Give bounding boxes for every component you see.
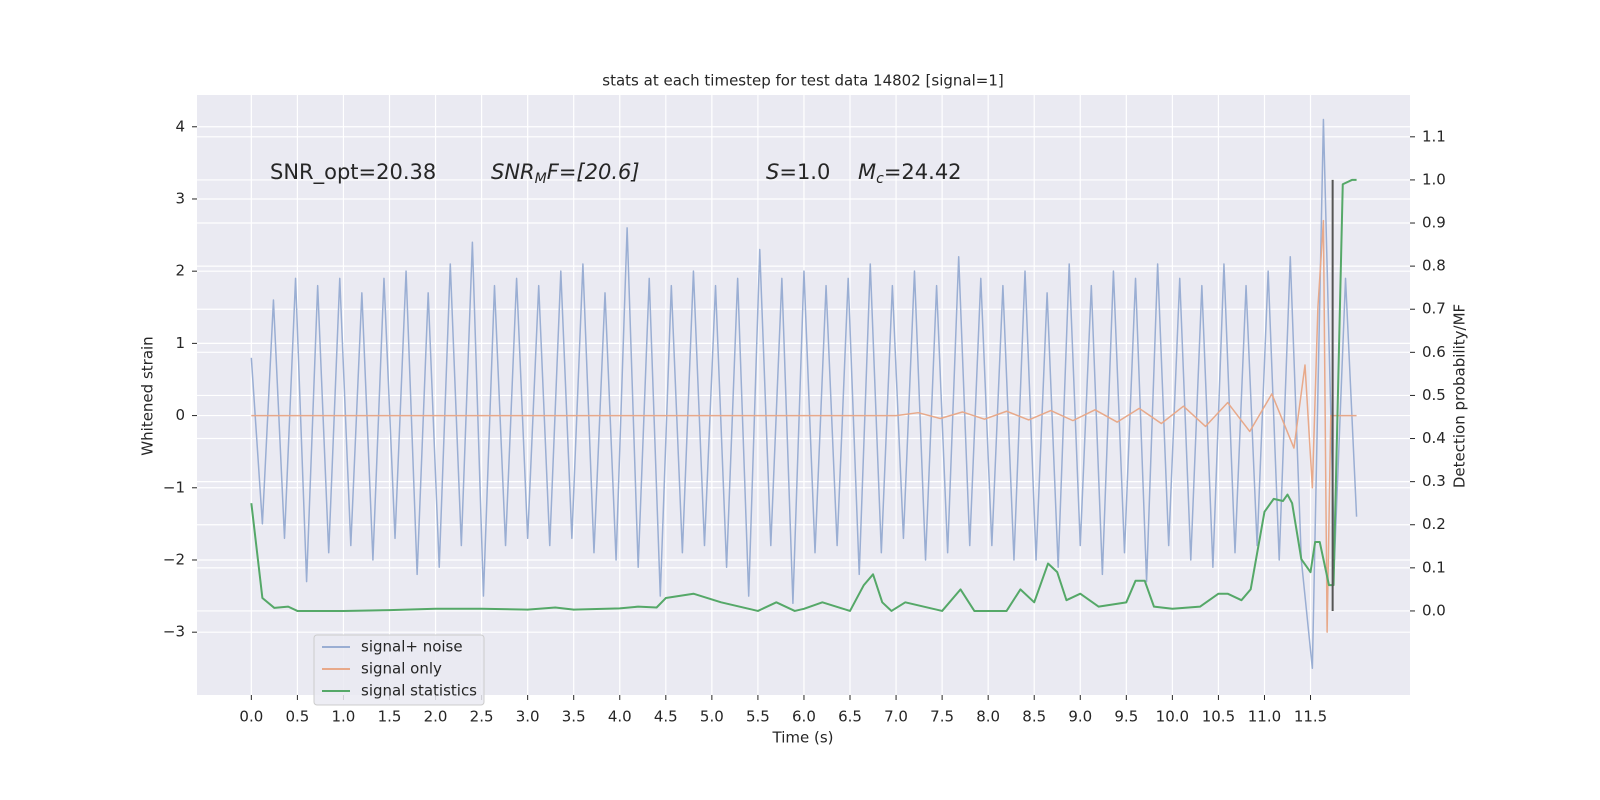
annotation: SNRMF=[20.6]: [491, 160, 640, 187]
x-tick-label: 7.0: [884, 708, 908, 726]
x-tick-label: 8.5: [1022, 708, 1046, 726]
x-tick-label: 5.0: [700, 708, 724, 726]
y2-tick-label: 0.5: [1422, 386, 1446, 404]
series-line: [251, 219, 1357, 633]
y2-tick-label: 0.0: [1422, 601, 1446, 619]
y-tick-label: −2: [163, 550, 185, 568]
x-tick-label: 4.5: [654, 708, 678, 726]
legend-label: signal statistics: [361, 682, 477, 700]
legend-box: [313, 634, 485, 706]
annotation: S=1.0: [766, 160, 830, 184]
x-tick-label: 7.5: [930, 708, 954, 726]
y2-tick-label: 0.4: [1422, 429, 1446, 447]
x-tick-label: 6.0: [792, 708, 816, 726]
y-tick-label: 1: [175, 334, 185, 352]
x-axis-label: Time (s): [772, 729, 834, 747]
x-tick-label: 1.5: [378, 708, 402, 726]
x-tick-label: 10.5: [1202, 708, 1235, 726]
legend-label: signal+ noise: [361, 638, 463, 656]
x-tick-label: 9.0: [1068, 708, 1092, 726]
labels: 0.0 0.5 1.0 1.5 2.0 2.5 3.0 3.5 4.0 4.5 5.0 5.5 6.0 6…: [163, 117, 1446, 725]
y-tick-label: −1: [163, 478, 185, 496]
x-tick-label: 3.0: [516, 708, 540, 726]
annotation-sub: c: [876, 171, 884, 187]
y2-axis-label: Detection probability/MF: [1451, 304, 1469, 488]
annotation-main: S: [766, 160, 779, 184]
x-tick-label: 9.5: [1114, 708, 1138, 726]
y2-tick-label: 1.0: [1422, 170, 1446, 188]
x-tick-label: 11.5: [1294, 708, 1327, 726]
x-tick-label: 3.5: [562, 708, 586, 726]
x-tick-label: 10.0: [1156, 708, 1189, 726]
annotation-main: SNR_opt=20.38: [270, 160, 436, 185]
y2-tick-label: 0.1: [1422, 558, 1446, 576]
x-tick-label: 0.0: [239, 708, 263, 726]
legend-label: signal only: [361, 660, 442, 678]
y-axis-label: Whitened strain: [139, 336, 157, 455]
series-line: [250, 118, 1358, 670]
chart-title: stats at each timestep for test data 148…: [602, 72, 1003, 90]
y-tick-label: −3: [163, 623, 185, 641]
x-tick-label: 5.5: [746, 708, 770, 726]
annotation-sub: M: [535, 171, 547, 187]
x-tick-label: 8.0: [976, 708, 1000, 726]
annotation-main: M: [858, 160, 876, 184]
y-tick-label: 3: [175, 189, 185, 207]
annotation-rest: =1.0: [779, 160, 830, 184]
y-tick-label: 0: [175, 406, 185, 424]
annotation-rest: F=[20.6]: [547, 160, 640, 184]
y2-tick-label: 0.8: [1422, 257, 1446, 275]
y-tick-label: 2: [175, 262, 185, 280]
x-tick-label: 6.5: [838, 708, 862, 726]
x-tick-label: 1.0: [332, 708, 356, 726]
series-line: [250, 178, 1357, 612]
marks: [250, 118, 1358, 670]
x-tick-label: 2.5: [470, 708, 494, 726]
x-tick-label: 4.0: [608, 708, 632, 726]
y2-tick-label: 0.9: [1422, 214, 1446, 232]
annotation: SNR_opt=20.38: [270, 160, 436, 185]
y2-tick-label: 0.2: [1422, 515, 1446, 533]
x-tick-label: 0.5: [285, 708, 309, 726]
y2-tick-label: 0.6: [1422, 343, 1446, 361]
x-tick-label: 11.0: [1248, 708, 1281, 726]
annotation-rest: =24.42: [884, 160, 962, 184]
annotation: Mc=24.42: [858, 160, 962, 187]
y-tick-label: 4: [175, 117, 185, 135]
x-tick-label: 2.0: [424, 708, 448, 726]
y2-tick-label: 0.3: [1422, 472, 1446, 490]
annotation-main: SNR: [491, 160, 535, 184]
y2-tick-label: 1.1: [1422, 127, 1446, 145]
grid: [197, 95, 1410, 695]
y2-tick-label: 0.7: [1422, 300, 1446, 318]
